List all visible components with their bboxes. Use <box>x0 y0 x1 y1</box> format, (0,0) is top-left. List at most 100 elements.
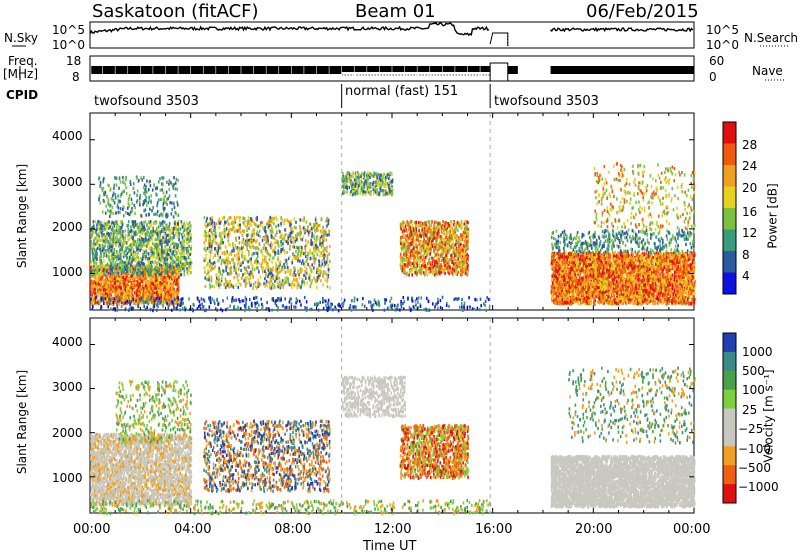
power-cell <box>264 229 266 233</box>
power-cell <box>179 264 182 268</box>
p2-range-tick-4000: 4000 <box>52 336 83 348</box>
power-cell <box>139 203 141 207</box>
power-cell <box>284 276 287 280</box>
freq-tick-low: 8 <box>72 71 80 83</box>
power-cell <box>162 296 164 300</box>
power-cell <box>121 223 124 227</box>
power-cell <box>93 264 95 269</box>
power-cell <box>125 246 127 250</box>
power-cell <box>111 205 114 209</box>
power-cell <box>150 194 152 198</box>
power-cell <box>257 224 259 228</box>
power-cell <box>182 252 184 256</box>
power-cell <box>113 183 116 187</box>
time-tick-2: 08:00 <box>274 523 311 536</box>
power-cell <box>212 267 214 271</box>
power-cell <box>95 282 97 286</box>
power-cell <box>295 226 297 230</box>
power-cell <box>131 286 134 290</box>
power-cell <box>137 265 140 270</box>
power-cell <box>140 260 142 264</box>
power-cell <box>305 254 307 259</box>
power-cell <box>129 243 132 247</box>
power-cell <box>314 230 317 234</box>
power-cell <box>273 216 275 221</box>
power-cell <box>351 181 353 185</box>
power-cell <box>157 238 159 242</box>
power-cell <box>123 291 126 295</box>
power-cell <box>250 235 253 239</box>
power-cell <box>115 243 117 247</box>
power-cell <box>139 221 141 225</box>
power-cell <box>215 234 217 239</box>
power-cell <box>323 253 325 257</box>
power-cell <box>159 221 161 225</box>
power-cell <box>152 296 154 300</box>
power-cell <box>176 274 178 278</box>
power-cell <box>275 224 278 229</box>
power-cell <box>117 210 120 214</box>
power-cell <box>126 256 129 260</box>
power-cell <box>277 242 279 246</box>
power-cell <box>103 273 105 277</box>
power-cell <box>164 294 166 298</box>
power-cell <box>204 276 206 280</box>
power-cell <box>136 284 138 288</box>
power-cell <box>118 262 120 266</box>
power-cell <box>163 220 166 224</box>
power-cell <box>308 276 311 280</box>
power-cell <box>179 260 182 264</box>
power-cell <box>254 280 257 285</box>
power-cell <box>246 221 249 225</box>
power-cell <box>244 272 246 276</box>
power-cell <box>163 250 166 254</box>
power-cell <box>111 256 113 260</box>
power-cell <box>107 289 109 293</box>
power-cell <box>113 286 115 290</box>
power-cell <box>190 247 192 251</box>
p2-range-tick-2000: 2000 <box>52 427 83 439</box>
power-cell <box>155 301 157 305</box>
power-cell <box>137 281 140 285</box>
power-cell <box>136 239 139 244</box>
power-cell <box>281 279 284 283</box>
power-cell <box>256 231 259 235</box>
power-cell <box>243 221 245 225</box>
power-cell <box>173 278 176 282</box>
power-cell <box>120 277 123 281</box>
power-cell <box>158 267 160 271</box>
power-cell <box>164 240 166 244</box>
power-cell <box>104 227 106 231</box>
power-cell <box>124 289 127 293</box>
power-cell <box>149 254 152 258</box>
power-cell <box>152 301 154 305</box>
power-cell <box>219 234 221 238</box>
power-cell <box>271 229 273 234</box>
power-cell <box>122 214 125 218</box>
power-cell <box>110 291 113 295</box>
power-cell <box>121 280 123 285</box>
power-cell <box>105 249 107 253</box>
power-cell <box>96 240 99 244</box>
power-cell <box>95 270 97 274</box>
power-cell <box>136 282 138 286</box>
power-cell <box>189 258 192 262</box>
power-cell <box>107 284 110 288</box>
power-cell <box>208 275 210 279</box>
power-cell <box>128 193 131 198</box>
power-cell <box>92 291 94 295</box>
power-cell <box>246 270 248 274</box>
power-cell <box>215 222 218 226</box>
power-cell <box>358 179 361 183</box>
power-cell <box>100 286 102 290</box>
power-cell <box>155 291 158 295</box>
power-cell <box>149 264 152 268</box>
power-cell <box>209 237 211 242</box>
power-cell <box>102 224 104 228</box>
power-cell <box>226 272 229 276</box>
power-cell <box>93 230 96 234</box>
power-cell <box>140 241 142 245</box>
power-cell <box>164 246 166 250</box>
power-cell <box>131 201 133 205</box>
power-cell <box>260 249 262 253</box>
